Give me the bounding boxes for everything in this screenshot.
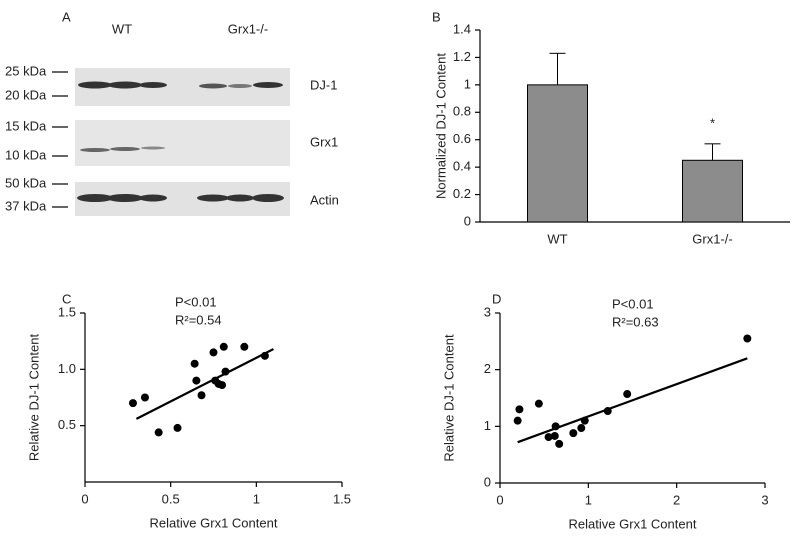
y-axis-label: Normalized DJ-1 Content	[433, 53, 448, 199]
y-axis-label: Relative DJ-1 Content	[441, 334, 456, 462]
point	[515, 405, 524, 414]
y-tick-label: 0	[464, 213, 471, 228]
point	[534, 399, 543, 408]
point	[197, 391, 206, 400]
y-tick-label: 0	[484, 474, 491, 489]
x-tick-label: 0.5	[162, 491, 180, 506]
point	[513, 416, 522, 425]
bands	[77, 81, 284, 202]
y-tick-label: 0.4	[453, 159, 471, 174]
marker-label: 37 kDa	[5, 198, 47, 213]
point	[569, 429, 578, 438]
point	[544, 433, 553, 442]
y-tick-label: 1.2	[453, 49, 471, 64]
point	[140, 393, 149, 402]
protein-label: DJ-1	[310, 77, 337, 92]
x-tick-label: 1	[253, 491, 260, 506]
point	[550, 431, 559, 440]
lane-label: Grx1-/-	[228, 21, 268, 36]
protein-label: Grx1	[310, 134, 338, 149]
annotation: *	[710, 115, 715, 130]
point	[192, 376, 201, 385]
marker-label: 50 kDa	[5, 175, 47, 190]
point	[555, 439, 564, 448]
x-axis-label: Relative Grx1 Content	[569, 516, 697, 531]
y-tick-label: 1	[484, 418, 491, 433]
y-tick-label: 1.5	[58, 304, 76, 319]
x-tick-label: WT	[547, 231, 567, 246]
point	[218, 381, 227, 390]
y-tick-label: 0.8	[453, 104, 471, 119]
y-tick-label: 0.6	[453, 131, 471, 146]
panel-label: C	[62, 291, 71, 306]
annotation: R²=0.54	[175, 312, 222, 327]
blot-panel: A WT Grx1-/- 25 kDa 20 kDa 15 kDa 10 kDa…	[5, 9, 339, 216]
marker-label: 20 kDa	[5, 87, 47, 102]
blot-strip	[75, 68, 290, 106]
y-tick-label: 1.4	[453, 21, 471, 36]
x-tick-label: 3	[761, 492, 768, 507]
annotation: R²=0.63	[612, 314, 659, 329]
blot-strip	[75, 120, 290, 166]
fit-line	[517, 357, 748, 444]
point	[743, 334, 752, 343]
x-tick-label: 0	[496, 492, 503, 507]
y-axis-label: Relative DJ-1 Content	[26, 334, 41, 462]
y-tick-label: 3	[484, 304, 491, 319]
x-tick-label: 1.5	[333, 491, 351, 506]
y-tick-label: 1	[464, 76, 471, 91]
panel-label: A	[62, 9, 71, 24]
point	[219, 342, 228, 351]
y-tick-label: 0.2	[453, 186, 471, 201]
marker-ticks	[52, 71, 68, 208]
marker-label: 10 kDa	[5, 147, 47, 162]
y-tick-label: 2	[484, 361, 491, 376]
protein-label: Actin	[310, 192, 339, 207]
point	[128, 399, 137, 408]
annotation: P<0.01	[612, 296, 654, 311]
y-tick-label: 0.5	[58, 417, 76, 432]
x-tick-label: Grx1-/-	[692, 231, 732, 246]
point	[173, 423, 182, 432]
point	[209, 348, 218, 357]
lane-label: WT	[112, 21, 132, 36]
bar	[527, 84, 588, 223]
x-tick-label: 1	[585, 492, 592, 507]
x-axis-label: Relative Grx1 Content	[150, 515, 278, 530]
x-tick-label: 0	[81, 491, 88, 506]
point	[577, 424, 586, 433]
panel-label: D	[492, 291, 501, 306]
point	[190, 359, 199, 368]
x-tick-label: 2	[673, 492, 680, 507]
point	[623, 390, 632, 399]
point	[240, 342, 249, 351]
y-tick-label: 1.0	[58, 361, 76, 376]
annotation: P<0.01	[175, 294, 217, 309]
bar	[682, 159, 743, 223]
point	[154, 428, 163, 437]
marker-label: 15 kDa	[5, 118, 47, 133]
marker-label: 25 kDa	[5, 63, 47, 78]
panel-label: B	[432, 9, 441, 24]
fit-line	[135, 348, 274, 420]
